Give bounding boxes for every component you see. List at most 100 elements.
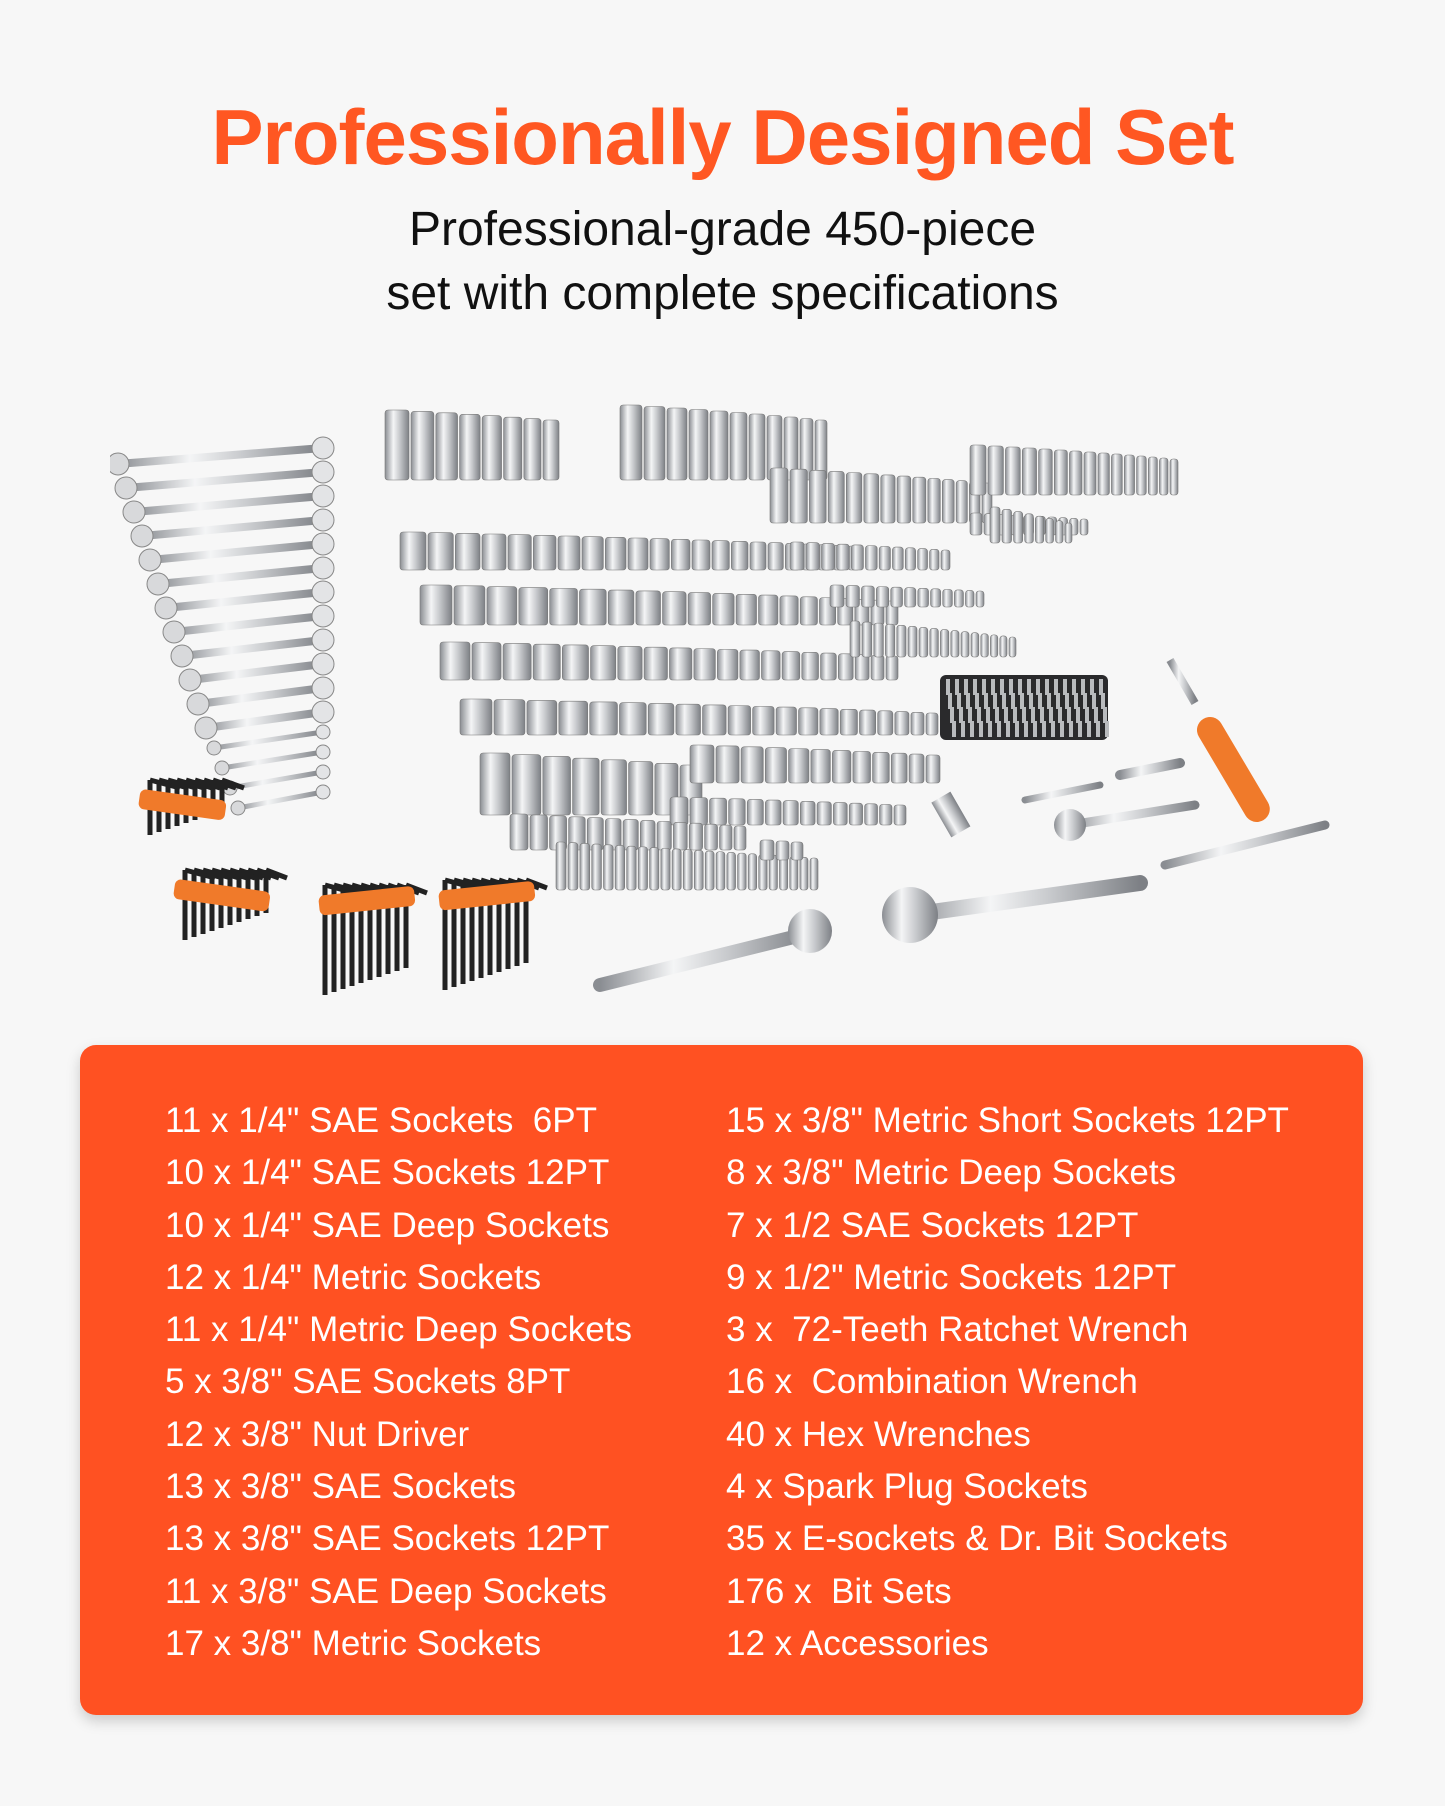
socket [662,591,687,626]
socket [726,852,736,891]
page-title: Professionally Designed Set [211,93,1234,181]
socket [942,479,955,524]
combination-wrench [114,460,335,500]
socket [764,747,787,784]
bit [1045,679,1049,695]
socket [471,642,502,681]
socket [846,472,863,524]
socket [890,752,908,784]
socket [765,799,782,826]
spec-item: 3 x 72-Teeth Ratchet Wrench [726,1310,1189,1350]
socket [502,643,532,681]
spec-item: 176 x Bit Sets [726,1571,952,1611]
bit [1000,679,1004,695]
bit [970,721,974,737]
spec-item: 5 x 3/8" SAE Sockets 8PT [165,1362,571,1402]
socket [885,655,899,681]
socket [799,857,809,891]
socket [733,825,747,851]
socket [749,541,767,571]
socket [809,470,827,524]
socket [453,585,486,626]
socket [969,512,983,536]
socket [486,586,518,626]
bit [975,693,979,709]
socket [758,594,779,626]
socket [748,413,766,481]
socket [704,823,718,851]
socket [1021,447,1037,496]
socket [419,584,453,626]
socket [626,845,637,891]
socket [904,587,917,608]
bit [995,707,999,723]
combination-wrench [206,724,331,756]
socket [912,476,927,524]
socket [954,589,964,608]
socket [647,703,675,736]
socket [666,407,688,481]
socket [399,531,427,571]
socket [850,544,864,571]
combination-wrench [194,700,335,740]
combination-wrench [222,764,331,796]
socket [775,706,797,736]
socket [969,444,987,496]
socket [628,761,654,816]
socket [910,711,925,736]
bit [1022,707,1026,723]
socket [980,633,989,658]
ratchets [593,758,1330,992]
hex-key-set [138,777,245,835]
socket [940,549,951,571]
socket [671,539,691,571]
socket [779,595,799,626]
socket [737,852,747,891]
socket [600,759,627,816]
socket [669,796,689,826]
socket [970,632,980,658]
socket [1111,453,1123,496]
socket [892,546,904,571]
socket [481,415,502,481]
socket [590,645,617,681]
socket [562,644,589,681]
socket [503,416,523,481]
combination-wrenches-group [110,436,335,816]
socket [864,803,878,826]
socket [711,540,730,571]
socket [820,652,837,681]
bit [991,679,995,695]
spec-item: 11 x 3/8" SAE Deep Sockets [165,1571,607,1611]
socket [929,548,940,571]
spec-item: 12 x 3/8" Nut Driver [165,1414,470,1454]
socket [845,585,860,608]
socket [761,650,781,681]
socket [800,801,816,826]
socket [671,848,682,891]
socket [1136,455,1147,496]
bit [1099,679,1103,695]
socket [987,445,1004,496]
socket [752,706,775,736]
bit [1040,707,1044,723]
socket [769,467,789,524]
combination-wrench [178,652,335,692]
socket [836,543,850,571]
bit [1092,693,1096,709]
socket [643,406,666,481]
socket [532,643,561,681]
bit [1011,693,1015,709]
socket [768,854,778,891]
socket [614,845,625,891]
socket [605,537,627,571]
bit [955,679,959,695]
socket [852,751,871,784]
socket [816,801,832,826]
socket [727,705,751,736]
socket [872,751,890,784]
bit [961,721,965,737]
bit [1024,721,1028,737]
socket [507,534,532,571]
bit [1067,707,1071,723]
